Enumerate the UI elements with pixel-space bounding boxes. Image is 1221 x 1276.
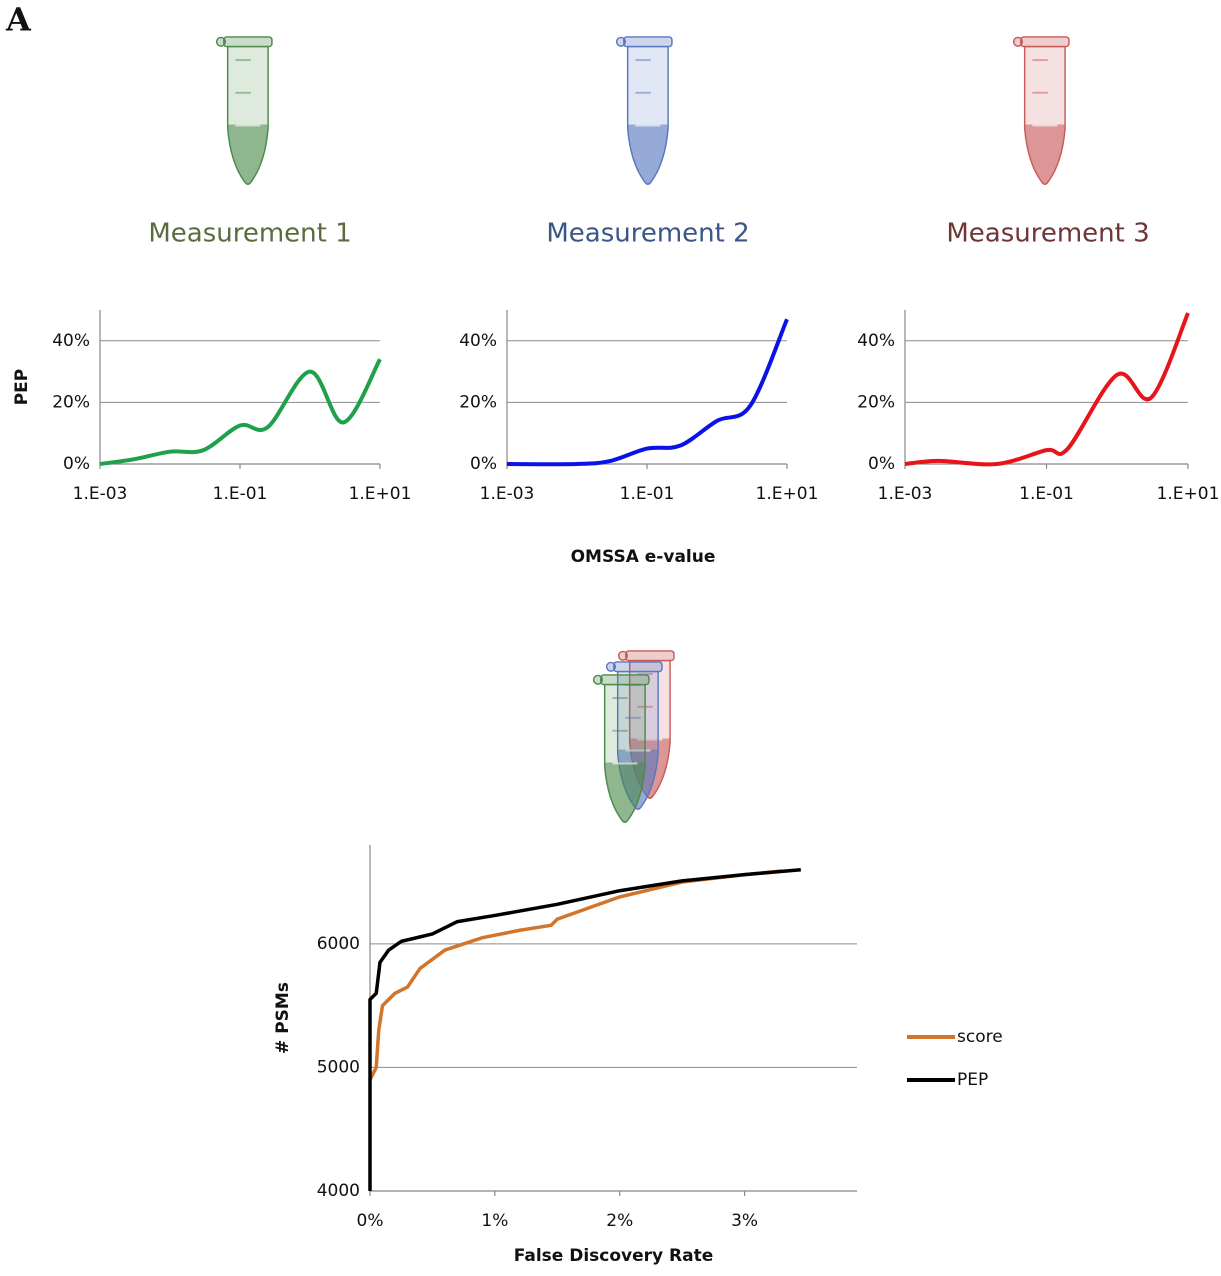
data-line (100, 359, 380, 464)
x-tick-label: 3% (731, 1211, 758, 1231)
figure: A OMSSA e-value Measurement 1 0% 20% 40% 1.E… (0, 0, 1221, 1272)
chart-title: Measurement 1 (148, 219, 351, 249)
y-tick-label: 40% (459, 331, 497, 351)
y-tick-label: 40% (857, 331, 895, 351)
x-tick-label: 1.E-01 (1019, 484, 1074, 504)
tube-icon (217, 37, 272, 184)
chart-title: Measurement 2 (546, 219, 749, 249)
y-tick-label: 0% (63, 454, 90, 474)
data-line (370, 871, 782, 1080)
y-axis-label: # PSMs (273, 982, 293, 1054)
x-axis-label: False Discovery Rate (514, 1246, 714, 1266)
x-tick-label: 2% (606, 1211, 633, 1231)
y-tick-label: 20% (459, 392, 497, 412)
legend-label: PEP (957, 1070, 988, 1090)
x-tick-label: 1.E+01 (756, 484, 819, 504)
y-tick-label: 40% (52, 331, 90, 351)
tube-icon (617, 37, 672, 184)
y-tick-label: 0% (868, 454, 895, 474)
y-tick-label: 5000 (317, 1057, 360, 1077)
x-tick-label: 1.E-01 (213, 484, 268, 504)
y-tick-label: 20% (52, 392, 90, 412)
chart-title: Measurement 3 (946, 219, 1149, 249)
x-axis-label: OMSSA e-value (571, 547, 716, 567)
x-tick-label: 1% (481, 1211, 508, 1231)
x-tick-label: 1.E-01 (620, 484, 675, 504)
data-line (370, 870, 801, 1191)
tube-icon (1014, 37, 1069, 184)
y-tick-label: 0% (470, 454, 497, 474)
x-tick-label: 1.E-03 (878, 484, 933, 504)
x-tick-label: 1.E+01 (1157, 484, 1220, 504)
y-axis-label: PEP (12, 369, 32, 406)
legend-label: score (957, 1027, 1003, 1047)
x-tick-label: 1.E-03 (73, 484, 128, 504)
y-tick-label: 6000 (317, 934, 360, 954)
x-tick-label: 1.E-03 (480, 484, 535, 504)
y-tick-label: 20% (857, 392, 895, 412)
y-tick-label: 4000 (317, 1181, 360, 1201)
x-tick-label: 0% (357, 1211, 384, 1231)
data-line (905, 313, 1188, 464)
panel-label: A (5, 1, 32, 39)
x-tick-label: 1.E+01 (349, 484, 412, 504)
